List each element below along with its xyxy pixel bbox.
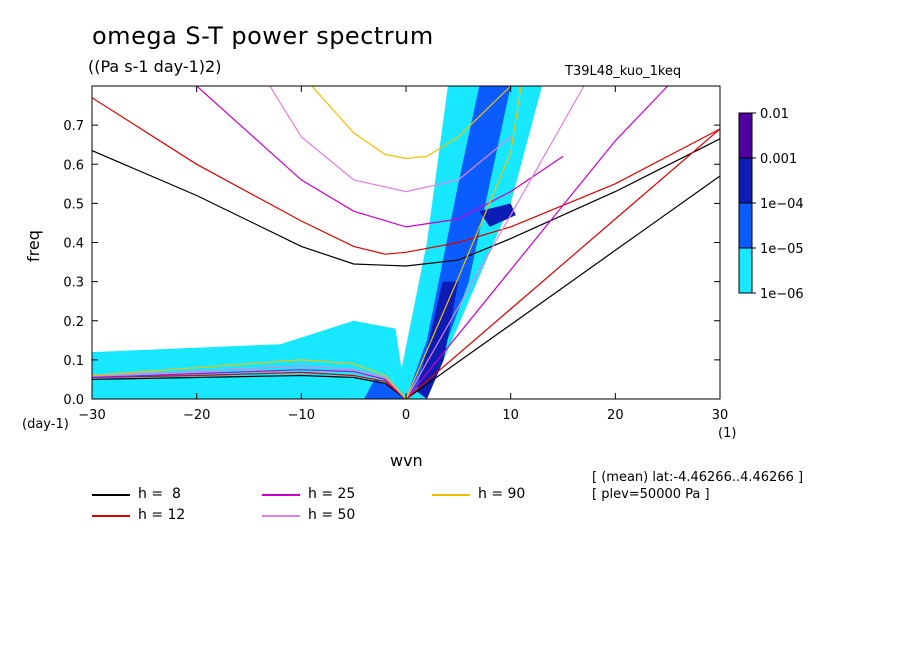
curve-series-2-branch-0 — [196, 86, 564, 228]
colorbar-label-3: 1e−05 — [760, 242, 804, 257]
colorbar-label-0: 0.01 — [760, 107, 789, 122]
colorbar-swatch-0 — [738, 112, 753, 159]
curve-series-4-branch-0 — [311, 86, 512, 160]
run-name: T39L48_kuo_1keq — [565, 64, 682, 79]
x-tick-label-6: 30 — [712, 408, 729, 423]
chart-title: omega S-T power spectrum — [92, 22, 434, 50]
curve-series-4-branch-1 — [92, 359, 407, 399]
curve-series-3-branch-2 — [405, 86, 585, 399]
y-axis-unit: (day-1) — [22, 417, 69, 432]
contour-region-3 — [364, 379, 406, 399]
x-tick-label-5: 20 — [607, 408, 624, 423]
contour-regions — [92, 86, 543, 399]
curve-series-0-branch-2 — [405, 175, 720, 399]
y-tick-label-2: 0.2 — [63, 315, 84, 330]
curve-series-3-branch-1 — [92, 365, 407, 399]
colorbar-label-2: 1e−04 — [760, 197, 804, 212]
curve-series-2-branch-2 — [405, 86, 669, 399]
contour-region-5 — [479, 203, 516, 227]
x-tick-label-3: 0 — [402, 408, 410, 423]
y-tick-label-4: 0.4 — [63, 237, 84, 252]
x-tick-label-2: −10 — [288, 408, 315, 423]
curve-series-4-branch-2 — [405, 86, 522, 399]
y-axis-label: freq — [24, 230, 43, 262]
x-axis-unit: (1) — [718, 426, 737, 441]
meta-pressure-level: [ plev=50000 Pa ] — [592, 487, 710, 502]
curve-series-0-branch-0 — [92, 138, 720, 267]
legend-line-h90 — [432, 494, 470, 496]
dispersion-curves — [92, 86, 720, 399]
contour-region-4 — [416, 281, 459, 399]
y-tick-label-7: 0.7 — [63, 119, 84, 134]
legend-label-h12: h = 12 — [138, 507, 186, 523]
legend-label-h8: h = 8 — [138, 486, 181, 502]
legend-label-h90: h = 90 — [478, 486, 526, 502]
x-axis-label: wvn — [390, 451, 423, 470]
curve-series-1-branch-1 — [92, 371, 407, 399]
colorbar: 0.01 0.001 1e−04 1e−05 1e−06 — [738, 107, 804, 302]
legend-line-h50 — [262, 515, 300, 517]
y-tick-label-3: 0.3 — [63, 276, 84, 291]
x-tick-label-1: −20 — [183, 408, 210, 423]
y-tick-label-6: 0.6 — [63, 158, 84, 173]
curve-series-3-branch-0 — [269, 86, 512, 193]
colorbar-label-4: 1e−06 — [760, 287, 804, 302]
y-tick-label-0: 0.0 — [63, 393, 84, 408]
legend-line-h12 — [92, 515, 130, 517]
curve-series-2-branch-1 — [92, 369, 407, 399]
colorbar-label-1: 0.001 — [760, 152, 797, 167]
legend-line-h8 — [92, 494, 130, 496]
y-tick-label-1: 0.1 — [63, 354, 84, 369]
chart-subtitle: ((Pa s-1 day-1)2) — [88, 57, 222, 76]
y-tick-label-5: 0.5 — [63, 197, 84, 212]
curve-series-1-branch-2 — [405, 128, 720, 399]
x-tick-label-0: −30 — [78, 408, 105, 423]
legend-label-h50: h = 50 — [308, 507, 356, 523]
x-tick-label-4: 10 — [502, 408, 519, 423]
curve-series-0-branch-1 — [92, 374, 407, 399]
legend-line-h25 — [262, 494, 300, 496]
colorbar-swatch-2 — [738, 202, 753, 249]
curve-series-1-branch-0 — [92, 97, 720, 255]
axes: −30 −20 −10 0 10 20 30 0.0 0.1 0.2 0.3 0.4 0.5 0.6 0.7 — [63, 86, 728, 423]
legend-label-h25: h = 25 — [308, 486, 356, 502]
contour-region-1 — [92, 320, 406, 399]
meta-lat-range: [ (mean) lat:-4.46266..4.46266 ] — [592, 470, 804, 485]
colorbar-swatch-3 — [738, 247, 753, 294]
colorbar-swatch-1 — [738, 157, 753, 204]
